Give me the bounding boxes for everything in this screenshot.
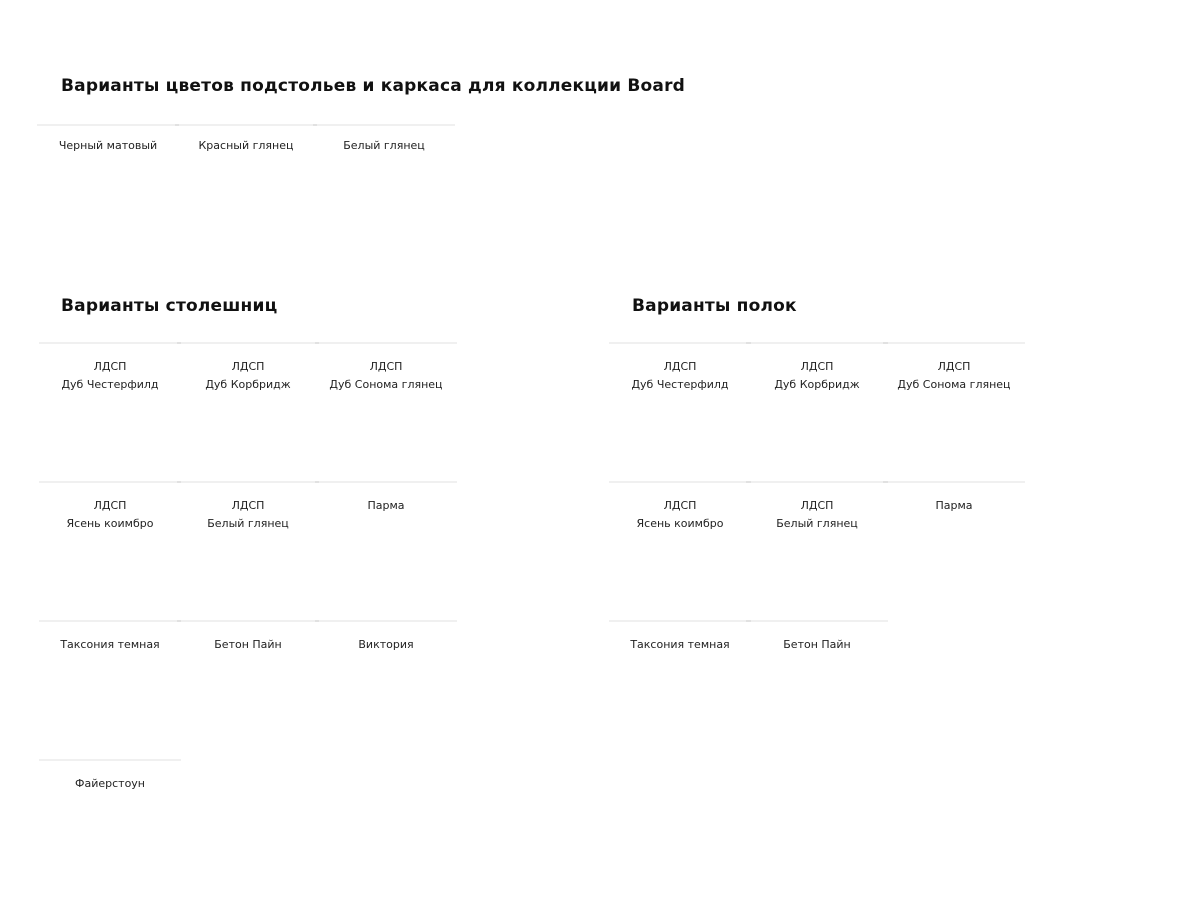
spacer bbox=[40, 343, 180, 358]
swatch-item[interactable]: Виктория bbox=[316, 621, 456, 654]
swatch-name: Дуб Корбридж bbox=[774, 378, 860, 391]
swatch-item[interactable]: Файерстоун bbox=[40, 760, 180, 793]
swatch-item[interactable]: ЛДСП Дуб Корбридж bbox=[747, 343, 887, 394]
swatch-name: Файерстоун bbox=[75, 777, 145, 790]
swatch-item[interactable]: Таксония темная bbox=[40, 621, 180, 654]
swatch-item[interactable]: ЛДСП Дуб Честерфилд bbox=[40, 343, 180, 394]
spacer bbox=[610, 621, 750, 636]
swatch-item[interactable]: Таксония темная bbox=[610, 621, 750, 654]
swatch-item[interactable]: Черный матовый bbox=[38, 125, 178, 155]
swatch-item[interactable]: ЛДСП Белый глянец bbox=[178, 482, 318, 533]
material-label: ЛДСП bbox=[663, 499, 697, 512]
swatch-item[interactable]: Парма bbox=[884, 482, 1024, 515]
spacer bbox=[747, 482, 887, 497]
spacer bbox=[38, 125, 178, 137]
spacer bbox=[316, 621, 456, 636]
swatch-item[interactable]: Белый глянец bbox=[314, 125, 454, 155]
material-label: ЛДСП bbox=[663, 360, 697, 373]
swatch-item[interactable]: ЛДСП Ясень коимбро bbox=[610, 482, 750, 533]
spacer bbox=[40, 760, 180, 775]
spacer bbox=[316, 482, 456, 497]
swatch-name: Белый глянец bbox=[343, 139, 425, 152]
swatch-name: Дуб Корбридж bbox=[205, 378, 291, 391]
swatch-name: Ясень коимбро bbox=[66, 517, 154, 530]
spacer bbox=[178, 621, 318, 636]
spacer bbox=[178, 343, 318, 358]
material-label: ЛДСП bbox=[231, 499, 265, 512]
material-label: ЛДСП bbox=[800, 499, 834, 512]
material-label: ЛДСП bbox=[369, 360, 403, 373]
swatch-item[interactable]: ЛДСП Ясень коимбро bbox=[40, 482, 180, 533]
spacer bbox=[610, 343, 750, 358]
spacer bbox=[747, 621, 887, 636]
spacer bbox=[40, 621, 180, 636]
swatch-name: Виктория bbox=[358, 638, 414, 651]
spacer bbox=[610, 482, 750, 497]
swatch-name: Дуб Честерфилд bbox=[631, 378, 729, 391]
spacer bbox=[40, 482, 180, 497]
frame-colors-title: Варианты цветов подстольев и каркаса для… bbox=[61, 76, 686, 96]
tabletops-title: Варианты столешниц bbox=[61, 296, 278, 316]
swatch-name: Парма bbox=[367, 499, 405, 512]
material-label: ЛДСП bbox=[93, 360, 127, 373]
swatch-item[interactable]: Красный глянец bbox=[176, 125, 316, 155]
swatch-name: Белый глянец bbox=[776, 517, 858, 530]
swatch-item[interactable]: ЛДСП Дуб Корбридж bbox=[178, 343, 318, 394]
swatch-name: Дуб Сонома глянец bbox=[329, 378, 443, 391]
shelves-title: Варианты полок bbox=[632, 296, 797, 316]
swatch-item[interactable]: ЛДСП Дуб Честерфилд bbox=[610, 343, 750, 394]
spacer bbox=[884, 343, 1024, 358]
spacer bbox=[176, 125, 316, 137]
swatch-item[interactable]: Бетон Пайн bbox=[747, 621, 887, 654]
spacer bbox=[884, 482, 1024, 497]
spacer bbox=[314, 125, 454, 137]
swatch-name: Таксония темная bbox=[630, 638, 730, 651]
swatch-name: Ясень коимбро bbox=[636, 517, 724, 530]
swatch-item[interactable]: ЛДСП Белый глянец bbox=[747, 482, 887, 533]
spacer bbox=[178, 482, 318, 497]
swatch-name: Дуб Честерфилд bbox=[61, 378, 159, 391]
swatch-name: Таксония темная bbox=[60, 638, 160, 651]
swatch-name: Парма bbox=[935, 499, 973, 512]
swatch-name: Черный матовый bbox=[58, 139, 158, 152]
swatch-item[interactable]: Бетон Пайн bbox=[178, 621, 318, 654]
material-label: ЛДСП bbox=[231, 360, 265, 373]
material-label: ЛДСП bbox=[800, 360, 834, 373]
material-label: ЛДСП bbox=[937, 360, 971, 373]
swatch-name: Дуб Сонома глянец bbox=[897, 378, 1011, 391]
swatch-name: Белый глянец bbox=[207, 517, 289, 530]
swatch-item[interactable]: Парма bbox=[316, 482, 456, 515]
spacer bbox=[316, 343, 456, 358]
swatch-name: Бетон Пайн bbox=[214, 638, 282, 651]
swatch-name: Бетон Пайн bbox=[783, 638, 851, 651]
swatch-item[interactable]: ЛДСП Дуб Сонома глянец bbox=[884, 343, 1024, 394]
swatch-name: Красный глянец bbox=[198, 139, 294, 152]
material-label: ЛДСП bbox=[93, 499, 127, 512]
swatch-item[interactable]: ЛДСП Дуб Сонома глянец bbox=[316, 343, 456, 394]
spacer bbox=[747, 343, 887, 358]
